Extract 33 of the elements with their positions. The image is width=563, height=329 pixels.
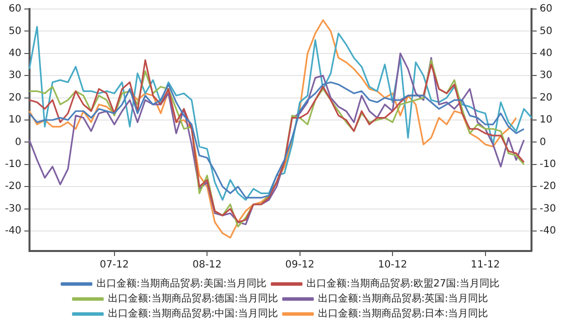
x-tick-label: 08-12 xyxy=(192,260,222,271)
y-tick-label: 60 xyxy=(8,4,22,15)
y-tick-label: -10 xyxy=(4,159,22,170)
y-tick-label: -40 xyxy=(4,226,22,237)
y2-tick-label: -30 xyxy=(540,203,556,214)
legend-label: 出口金额:当期商品贸易:中国:当月同比 xyxy=(108,308,278,320)
x-tick-label: 10-12 xyxy=(378,260,408,271)
legend-label: 出口金额:当期商品贸易:日本:当月同比 xyxy=(318,308,488,320)
y-tick-label: 10 xyxy=(8,114,22,126)
y2-tick-label: -20 xyxy=(540,181,556,192)
legend-label: 出口金额:当期商品贸易:欧盟27国:当月同比 xyxy=(306,278,500,290)
y2-tick-label: -40 xyxy=(540,226,556,237)
y2-tick-label: 60 xyxy=(540,4,552,15)
y-tick-label: 50 xyxy=(8,26,22,37)
y2-tick-label: 10 xyxy=(540,114,552,126)
y-tick-label: 20 xyxy=(8,92,22,104)
x-tick-label: 07-12 xyxy=(100,260,129,271)
y-tick-label: 30 xyxy=(8,70,22,82)
y-tick-label: 0 xyxy=(14,136,22,148)
y-tick-label: -20 xyxy=(4,181,22,192)
legend-label: 出口金额:当期商品贸易:德国:当月同比 xyxy=(108,292,278,305)
y-tick-label: -30 xyxy=(4,203,22,214)
x-tick-label: 09-12 xyxy=(285,260,314,271)
y-tick-label: 40 xyxy=(8,48,22,59)
legend-label: 出口金额:当期商品贸易:美国:当月同比 xyxy=(96,278,267,290)
y2-tick-label: 0 xyxy=(540,136,546,148)
y2-tick-label: 20 xyxy=(540,92,552,104)
y2-tick-label: -10 xyxy=(540,159,556,170)
y2-tick-label: 50 xyxy=(540,26,552,37)
y2-tick-label: 30 xyxy=(540,70,552,82)
y2-tick-label: 40 xyxy=(540,48,552,59)
x-tick-label: 11-12 xyxy=(470,260,500,271)
legend-label: 出口金额:当期商品贸易:英国:当月同比 xyxy=(318,292,488,305)
